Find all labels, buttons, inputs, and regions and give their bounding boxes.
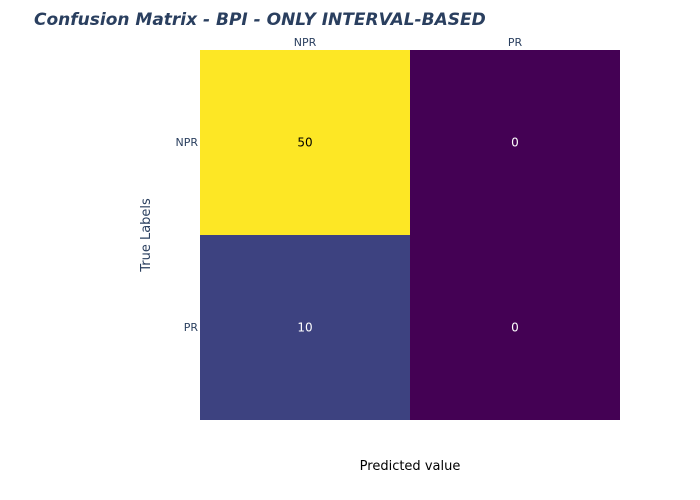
y-tick-label: NPR — [175, 136, 198, 149]
cell-value-label: 10 — [297, 321, 312, 335]
x-tick-label: NPR — [294, 36, 317, 49]
cell-value-label: 0 — [511, 136, 519, 150]
x-tick-label: PR — [508, 36, 523, 49]
heatmap-cells — [200, 50, 620, 420]
y-axis-ticks: NPR PR — [175, 136, 198, 334]
heatmap-cell-labels: 50 0 10 0 — [297, 136, 518, 335]
cell-value-label: 0 — [511, 321, 519, 335]
heatmap-cell-pr-pr — [410, 235, 620, 420]
x-axis-ticks: NPR PR — [294, 36, 523, 49]
heatmap-cell-pr-npr — [200, 235, 410, 420]
x-axis-label: Predicted value — [360, 459, 461, 474]
cell-value-label: 50 — [297, 136, 312, 150]
heatmap-cell-npr-npr — [200, 50, 410, 235]
y-tick-label: PR — [184, 321, 199, 334]
chart-title: Confusion Matrix - BPI - ONLY INTERVAL-B… — [34, 10, 486, 30]
y-axis-label: True Labels — [139, 198, 154, 273]
heatmap-cell-npr-pr — [410, 50, 620, 235]
